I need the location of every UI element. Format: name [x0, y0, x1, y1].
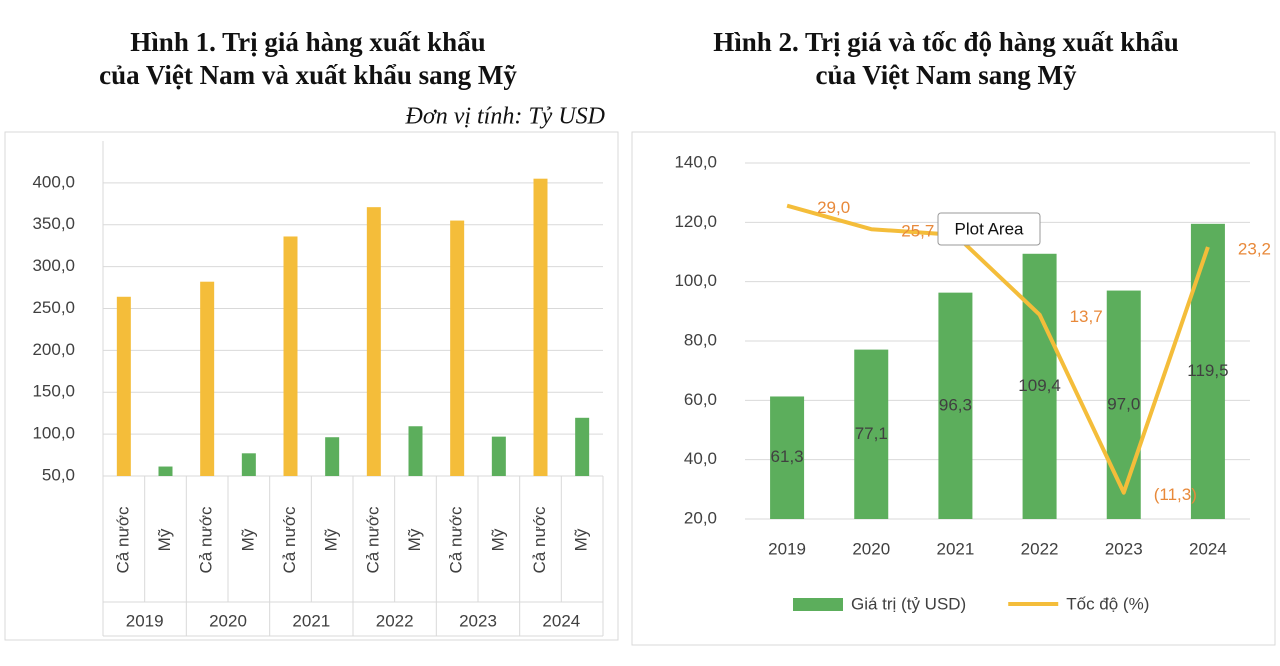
- data-label: (11,3): [1154, 485, 1197, 504]
- x-tick-label: 2021: [292, 611, 330, 630]
- y-tick-label: 350,0: [32, 214, 75, 233]
- x-tick-label: 2022: [376, 611, 414, 630]
- y-tick-label: 140,0: [674, 152, 717, 171]
- data-label: 97,0: [1107, 394, 1140, 413]
- x-tick-label: 2023: [459, 611, 497, 630]
- x-tick-label: 2021: [937, 539, 975, 558]
- x-subcategory-label: Mỹ: [322, 528, 341, 551]
- chart-title: của Việt Nam và xuất khẩu sang Mỹ: [99, 60, 517, 90]
- y-tick-label: 100,0: [674, 271, 717, 290]
- data-label: 25,7: [901, 222, 934, 241]
- y-tick-label: 120,0: [674, 212, 717, 231]
- bar: [366, 207, 381, 476]
- chart-title: của Việt Nam sang Mỹ: [816, 60, 1077, 90]
- bar: [1022, 253, 1057, 519]
- data-label: 77,1: [855, 424, 888, 443]
- y-tick-label: 150,0: [32, 382, 75, 401]
- y-tick-label: 50,0: [42, 465, 75, 484]
- chart-title: Hình 2. Trị giá và tốc độ hàng xuất khẩu: [713, 27, 1179, 57]
- x-subcategory-label: Mỹ: [488, 528, 507, 551]
- data-label: 23,2: [1238, 240, 1271, 259]
- x-subcategory-label: Cả nước: [363, 506, 382, 573]
- x-subcategory-label: Cả nước: [197, 506, 216, 573]
- y-tick-label: 20,0: [684, 508, 717, 527]
- x-tick-label: 2023: [1105, 539, 1143, 558]
- data-label: 96,3: [939, 395, 972, 414]
- x-tick-label: 2019: [126, 611, 164, 630]
- y-tick-label: 300,0: [32, 256, 75, 275]
- x-tick-label: 2024: [1189, 539, 1227, 558]
- bar: [854, 349, 889, 519]
- y-tick-label: 250,0: [32, 298, 75, 317]
- y-tick-label: 40,0: [684, 449, 717, 468]
- x-tick-label: 2024: [542, 611, 580, 630]
- x-subcategory-label: Mỹ: [155, 528, 174, 551]
- bar: [1190, 223, 1225, 520]
- chart-subtitle: Đơn vị tính: Tỷ USD: [405, 104, 605, 130]
- data-label: 61,3: [771, 447, 804, 466]
- bar: [533, 178, 548, 476]
- line: [786, 203, 1210, 495]
- chart-title: Hình 1. Trị giá hàng xuất khẩu: [130, 27, 485, 57]
- x-tick-label: 2020: [209, 611, 247, 630]
- x-tick-label: 2020: [852, 539, 890, 558]
- bar: [575, 417, 590, 476]
- data-label: 13,7: [1070, 307, 1103, 326]
- bar: [450, 220, 465, 476]
- bar: [938, 292, 973, 519]
- x-subcategory-label: Cả nước: [530, 506, 549, 573]
- data-label: 119,5: [1187, 361, 1228, 380]
- legend-label: Giá trị (tỷ USD): [851, 594, 966, 613]
- x-tick-label: 2019: [768, 539, 806, 558]
- bar: [325, 437, 340, 476]
- x-subcategory-label: Mỹ: [405, 528, 424, 551]
- bar: [116, 296, 131, 476]
- tooltip-text: Plot Area: [955, 219, 1025, 238]
- bar: [241, 453, 256, 476]
- y-tick-label: 80,0: [684, 330, 717, 349]
- data-label: 109,4: [1018, 376, 1061, 395]
- x-subcategory-label: Cả nước: [280, 506, 299, 573]
- bar: [158, 466, 173, 476]
- x-subcategory-label: Cả nước: [113, 506, 132, 573]
- y-tick-label: 200,0: [32, 340, 75, 359]
- bar: [770, 396, 805, 519]
- x-tick-label: 2022: [1021, 539, 1059, 558]
- bar: [283, 236, 298, 476]
- x-subcategory-label: Mỹ: [238, 528, 257, 551]
- data-label: 29,0: [817, 198, 850, 217]
- y-tick-label: 100,0: [32, 424, 75, 443]
- y-tick-label: 400,0: [32, 172, 75, 191]
- y-tick-label: 60,0: [684, 390, 717, 409]
- bar: [408, 426, 423, 476]
- bar: [1106, 290, 1141, 519]
- x-subcategory-label: Cả nước: [447, 506, 466, 573]
- bar: [491, 436, 506, 476]
- legend-swatch: [793, 598, 843, 611]
- legend-label: Tốc độ (%): [1066, 594, 1149, 613]
- bar: [200, 281, 215, 476]
- tooltip-box: [937, 212, 1041, 246]
- x-subcategory-label: Mỹ: [572, 528, 591, 551]
